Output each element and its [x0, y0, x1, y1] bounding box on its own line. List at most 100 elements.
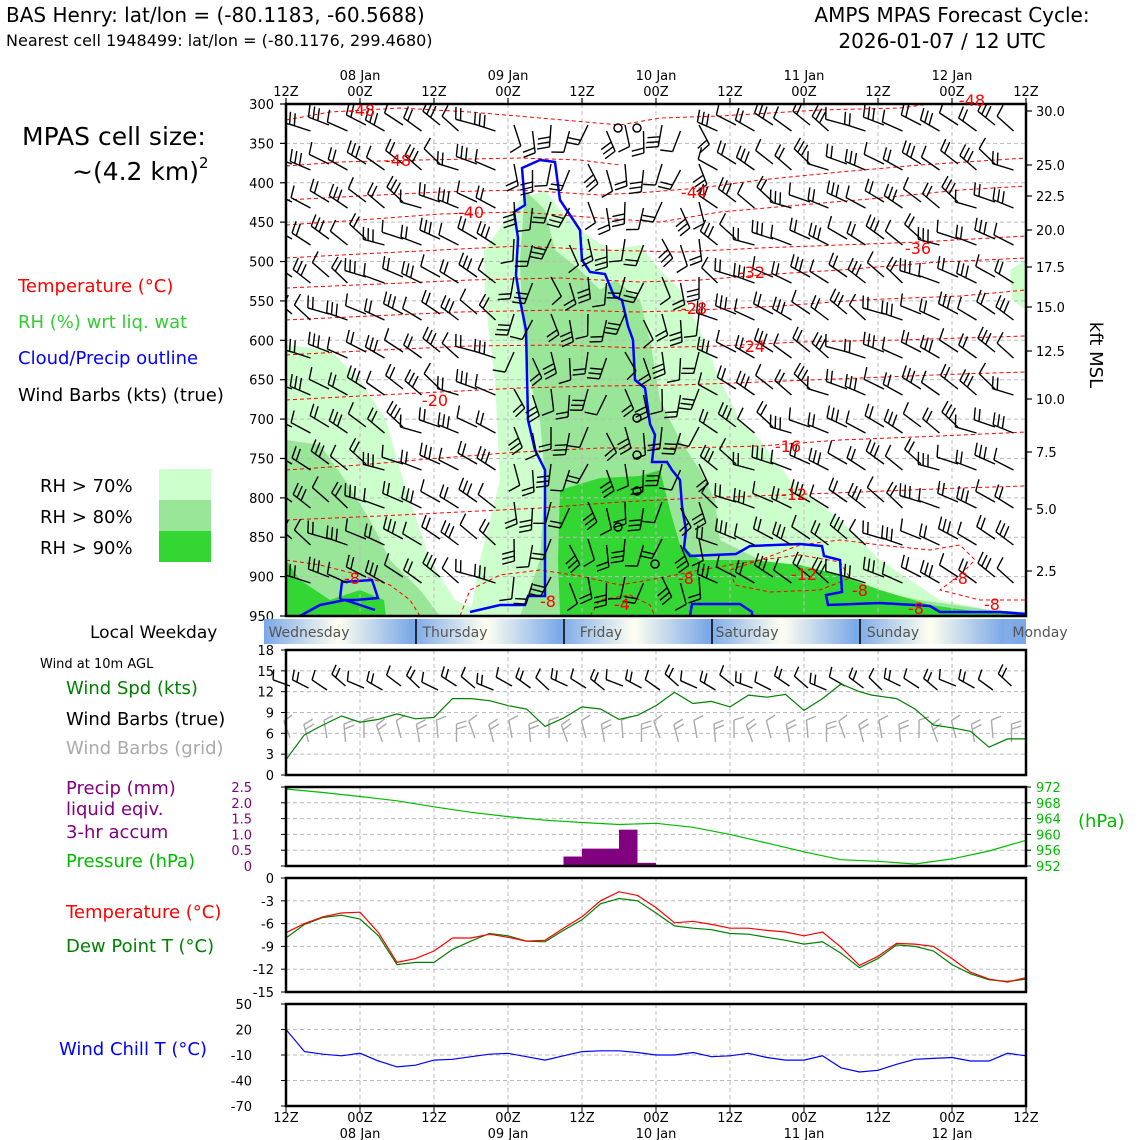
- wind-barb: [936, 231, 959, 240]
- wind-barb: [550, 313, 560, 335]
- true-wind-barb-flag: [476, 672, 479, 684]
- wind-barb-flag: [289, 373, 293, 387]
- wind-barb-flag: [994, 259, 1000, 272]
- wind-barb-flag: [407, 109, 414, 122]
- wind-barb-flag: [292, 257, 299, 270]
- wind-barb-flag: [370, 185, 378, 198]
- wind-barb-flag: [940, 138, 947, 151]
- wind-barb-flag: [881, 109, 886, 123]
- wind-barb-flag: [928, 339, 934, 353]
- wind-barb: [995, 306, 1014, 321]
- wind-barb: [544, 501, 552, 524]
- wind-barb-flag: [890, 528, 893, 542]
- wind-barb-flag: [350, 104, 355, 118]
- true-wind-barb: [495, 676, 513, 687]
- grid-wind-barb-flag: [416, 718, 426, 725]
- true-wind-barb-flag: [668, 667, 674, 678]
- grid-wind-barb: [765, 720, 772, 739]
- wind-barb: [697, 158, 718, 171]
- wind-barb-flag: [465, 147, 468, 160]
- true-wind-barb-flag: [926, 671, 933, 682]
- wind-barb: [475, 197, 496, 209]
- wind-barb-flag: [696, 336, 701, 350]
- true-wind-barb-flag: [311, 669, 316, 681]
- wind-barb: [899, 269, 922, 278]
- wind-barb-flag: [652, 368, 665, 375]
- wind-barb-flag: [473, 111, 477, 125]
- height-tick-label: 10.0: [1036, 393, 1065, 408]
- wind-barb-flag: [734, 559, 740, 573]
- wind-barb: [331, 267, 348, 284]
- grid-wind-barb-flag: [838, 714, 848, 722]
- wind-barb-flag: [629, 186, 642, 190]
- wind-barb: [975, 265, 996, 278]
- wind-barb-flag: [686, 298, 700, 303]
- wind-barb-flag: [773, 558, 780, 571]
- wind-barb-flag: [657, 185, 671, 191]
- wind-barb: [620, 238, 626, 261]
- wind-barb-flag: [507, 437, 519, 447]
- temperature-label: -40: [458, 203, 484, 222]
- wind-barb-flag: [355, 145, 361, 158]
- grid-wind-barb-flag: [878, 714, 889, 721]
- wind-barb-flag: [555, 411, 569, 415]
- wind-barb: [661, 313, 669, 336]
- bottom-tick-label: 12Z: [421, 1111, 447, 1126]
- wind-barb-flag: [512, 301, 525, 305]
- wind-barb-flag: [837, 519, 844, 532]
- true-wind-barb-flag: [385, 665, 391, 676]
- wind-barb-flag: [419, 217, 423, 231]
- wind-barb: [531, 469, 535, 492]
- wind-barb-flag: [794, 481, 800, 494]
- wind-barb-flag: [428, 446, 432, 460]
- wind-barb-flag: [349, 259, 352, 273]
- wind-barb-flag: [404, 226, 408, 239]
- wind-barb-flag: [403, 106, 410, 119]
- wind-barb-flag: [294, 375, 298, 389]
- wind-barb: [619, 576, 626, 599]
- wind-barb-flag: [509, 145, 522, 154]
- wind-barb-flag: [658, 248, 669, 259]
- wind-barb-flag: [642, 520, 655, 524]
- wind-barb: [383, 528, 404, 540]
- wind-barb-flag: [701, 563, 705, 577]
- wind-barb-flag: [311, 251, 319, 263]
- precip-bar: [619, 829, 638, 866]
- precip-bar: [563, 856, 582, 866]
- wind-barb-flag: [623, 263, 637, 267]
- wind-barb-flag: [956, 261, 961, 274]
- wind-barb-flag: [999, 523, 1006, 536]
- wind-barb: [734, 535, 755, 546]
- grid-wind-barb-flag: [508, 714, 519, 721]
- wind-barb-flag: [436, 376, 439, 389]
- wind-barb-flag: [958, 106, 965, 119]
- grid-wind-barb-flag: [528, 719, 539, 725]
- wind-barb-flag: [288, 563, 292, 577]
- wind-barb: [366, 381, 385, 396]
- wind-barb-flag: [837, 294, 844, 307]
- true-wind-barb: [903, 677, 920, 689]
- wind-barb-flag: [737, 182, 744, 195]
- top-tick-label: 12Z: [273, 85, 299, 100]
- true-wind-barb-flag: [883, 667, 887, 679]
- wind-barb-flag: [701, 111, 705, 125]
- wind-barb: [292, 268, 311, 284]
- wind-barb-flag: [579, 593, 592, 600]
- wind-barb: [309, 415, 330, 428]
- wind-barb: [639, 507, 645, 530]
- wind-barb-flag: [702, 411, 709, 424]
- wind-barb-flag: [978, 444, 983, 458]
- wind-barb-flag: [661, 452, 675, 455]
- wind-barb: [286, 423, 293, 428]
- wind-barb-flag: [808, 447, 813, 461]
- grid-wind-barb-flag: [826, 725, 837, 730]
- wind-barb-flag: [603, 331, 617, 335]
- true-wind-barb: [272, 679, 291, 687]
- y-tick-label: 0: [266, 872, 274, 887]
- wind-barb-flag: [758, 104, 764, 116]
- wind-barb-flag: [459, 513, 467, 526]
- calm-circle: [650, 559, 660, 569]
- wind-barb: [698, 201, 706, 224]
- pressure-tick-label: 750: [249, 452, 274, 467]
